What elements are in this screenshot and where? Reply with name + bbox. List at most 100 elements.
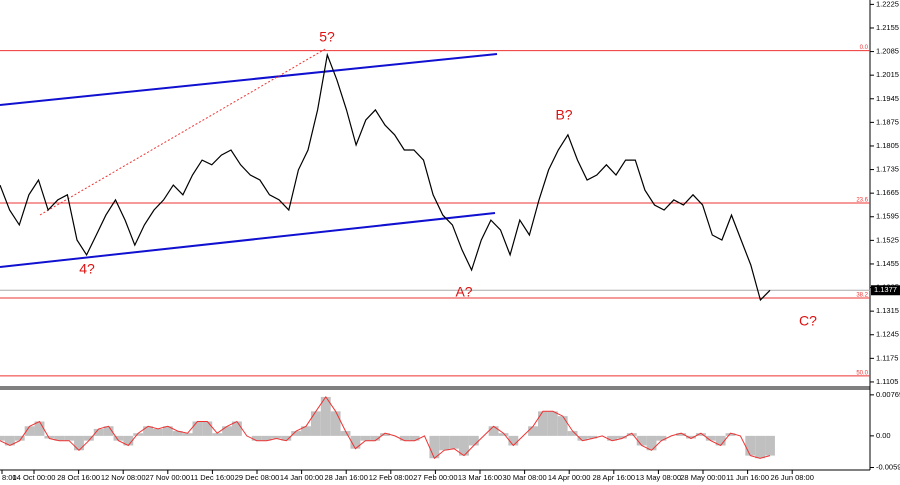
osc-bar	[399, 435, 410, 441]
y-tick-label: 1.1875	[876, 117, 899, 126]
y-tick-label: 1.1105	[876, 377, 898, 386]
wave-label: C?	[799, 313, 817, 329]
x-tick-label: 28 Apr 16:00	[593, 473, 636, 482]
wave-label: B?	[555, 107, 572, 123]
osc-bar	[340, 431, 351, 436]
osc-bar	[172, 431, 183, 436]
osc-bar	[83, 435, 94, 441]
osc-bar	[636, 435, 647, 446]
osc-bar	[162, 426, 173, 436]
osc-bar	[557, 416, 568, 436]
channel-lower	[0, 212, 496, 268]
x-tick-label: 30 Mar 08:00	[502, 473, 546, 482]
osc-bar	[231, 421, 242, 436]
y-tick-label: 1.1665	[876, 188, 899, 197]
osc-bar	[439, 435, 450, 451]
osc-bar	[488, 426, 499, 436]
x-tick-label: 13 May 08:00	[636, 473, 681, 482]
x-tick-label: 26 Jun 08:00	[771, 473, 814, 482]
osc-bar	[261, 435, 272, 441]
osc-bar	[607, 435, 617, 441]
osc-bar	[4, 435, 15, 446]
x-tick-label: 28 Oct 16:00	[57, 473, 100, 482]
osc-signal-line	[0, 396, 771, 460]
osc-bar	[0, 435, 5, 441]
x-tick-label: 12 Feb 08:00	[369, 473, 413, 482]
x-tick-label: 14 Oct 00:00	[13, 473, 56, 482]
y-tick-label: 1.1315	[876, 306, 899, 315]
y-tick-label: 1.1945	[876, 94, 899, 103]
osc-bar	[547, 411, 558, 436]
osc-bar	[498, 433, 509, 436]
osc-bar	[64, 435, 75, 441]
osc-bar	[123, 435, 134, 446]
osc-bar	[271, 435, 282, 439]
x-tick-label: 11 Dec 16:00	[190, 473, 234, 482]
osc-bar	[202, 421, 213, 436]
osc-bar	[192, 421, 203, 436]
osc-bar	[34, 421, 45, 436]
price-line	[0, 52, 771, 302]
wave-label: 4?	[79, 261, 95, 277]
y-tick-label: 1.1735	[876, 165, 899, 174]
osc-bar	[74, 435, 84, 451]
osc-bar	[676, 433, 687, 436]
osc-bar	[281, 435, 292, 441]
y-tick-label: 1.1595	[876, 212, 899, 221]
wave-label: A?	[455, 284, 472, 300]
fib-level-label: 50.0	[856, 370, 868, 376]
y-tick-label: 1.2015	[876, 70, 899, 79]
osc-bar	[44, 435, 55, 439]
osc-bar	[508, 435, 519, 446]
osc-bar	[14, 435, 25, 441]
osc-bar	[212, 433, 223, 436]
osc-bar	[251, 435, 262, 441]
y-tick-label: 1.1805	[876, 141, 899, 150]
y-tick-label: 1.1175	[876, 353, 898, 362]
osc-bar	[538, 411, 548, 436]
osc-bar	[616, 435, 627, 439]
osc-bar	[113, 435, 124, 441]
y-tick-label: 1.2085	[876, 47, 899, 56]
x-tick-label: 27 Nov 00:00	[145, 473, 190, 482]
osc-bar	[577, 435, 588, 441]
fib-level-label: 23.6	[856, 198, 868, 204]
osc-bar	[380, 433, 390, 436]
channel-upper	[0, 53, 498, 106]
osc-bar	[133, 433, 144, 436]
osc-bar	[528, 426, 539, 436]
osc-bar	[695, 433, 706, 436]
osc-bar	[310, 411, 321, 436]
osc-bar	[291, 431, 302, 436]
osc-bar	[143, 426, 154, 436]
osc-bar	[567, 431, 578, 436]
y-tick-label: 1.1525	[876, 235, 899, 244]
extension-line	[39, 47, 328, 216]
osc-bar	[755, 435, 766, 459]
y-tick-label: 1.2155	[876, 23, 899, 32]
osc-bar	[153, 428, 163, 436]
x-tick-label: 27 Feb 00:00	[413, 473, 457, 482]
osc-bar	[626, 433, 637, 436]
wave-label: 5?	[319, 29, 335, 45]
y-tick-label: -0.00593	[876, 462, 900, 471]
osc-bar	[459, 435, 469, 456]
osc-bar	[360, 435, 371, 441]
osc-bar	[182, 433, 193, 436]
y-tick-label: 0.00	[876, 431, 891, 440]
x-tick-label: 12 Nov 08:00	[101, 473, 146, 482]
osc-bar	[103, 426, 114, 436]
x-tick-label: 28 Jan 16:00	[325, 473, 368, 482]
osc-bar	[449, 435, 460, 449]
y-tick-label: 1.1245	[876, 330, 899, 339]
osc-bar	[24, 426, 35, 436]
x-tick-label: 29 Dec 08:00	[235, 473, 280, 482]
osc-bar	[429, 435, 440, 459]
osc-bar	[656, 435, 667, 441]
osc-bar	[646, 435, 657, 451]
osc-bar	[686, 435, 696, 439]
x-tick-label: 13 Mar 16:00	[458, 473, 502, 482]
y-tick-label: 1.2225	[876, 0, 899, 8]
osc-bar	[222, 426, 232, 436]
